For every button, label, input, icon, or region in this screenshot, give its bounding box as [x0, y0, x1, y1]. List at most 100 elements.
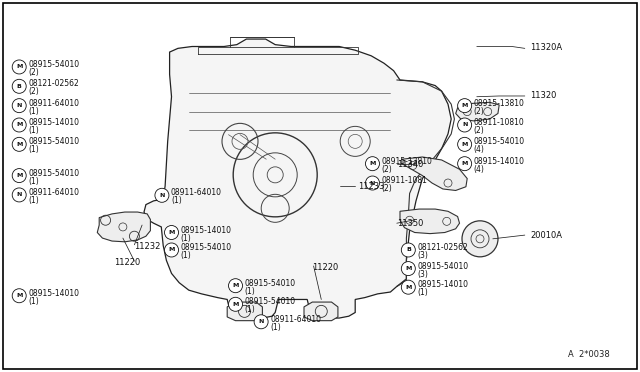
- Polygon shape: [144, 39, 451, 318]
- Text: 08911-1081: 08911-1081: [381, 176, 428, 185]
- Text: M: M: [16, 173, 22, 178]
- Circle shape: [155, 188, 169, 202]
- Circle shape: [458, 137, 472, 151]
- Text: (2): (2): [28, 68, 39, 77]
- Circle shape: [458, 157, 472, 171]
- Polygon shape: [400, 209, 460, 234]
- Text: (1): (1): [28, 177, 39, 186]
- Text: 08915-54010: 08915-54010: [28, 137, 79, 146]
- Text: N: N: [17, 103, 22, 108]
- Circle shape: [401, 262, 415, 276]
- Text: (1): (1): [180, 251, 191, 260]
- Text: N: N: [159, 193, 164, 198]
- Circle shape: [458, 99, 472, 113]
- Circle shape: [365, 157, 380, 171]
- Text: 08915-54010: 08915-54010: [244, 279, 296, 288]
- Text: N: N: [370, 180, 375, 186]
- Circle shape: [12, 60, 26, 74]
- Text: 08915-13810: 08915-13810: [381, 157, 433, 166]
- Text: (1): (1): [28, 145, 39, 154]
- Text: 11320A: 11320A: [530, 43, 562, 52]
- Circle shape: [164, 225, 179, 240]
- Text: 11320: 11320: [530, 92, 556, 100]
- Text: (3): (3): [417, 270, 428, 279]
- Text: (3): (3): [417, 251, 428, 260]
- Text: M: M: [232, 283, 239, 288]
- Polygon shape: [97, 212, 150, 242]
- Text: M: M: [16, 293, 22, 298]
- Circle shape: [401, 243, 415, 257]
- Circle shape: [254, 315, 268, 329]
- Text: A  2*0038: A 2*0038: [568, 350, 610, 359]
- Polygon shape: [304, 302, 338, 321]
- Text: 08915-54010: 08915-54010: [28, 169, 79, 177]
- Text: (2): (2): [474, 107, 484, 116]
- Text: N: N: [17, 192, 22, 198]
- Circle shape: [365, 176, 380, 190]
- Text: (1): (1): [171, 196, 182, 205]
- Text: 11233: 11233: [358, 182, 385, 191]
- Circle shape: [12, 137, 26, 151]
- Circle shape: [228, 297, 243, 311]
- Text: 08915-54010: 08915-54010: [28, 60, 79, 69]
- Text: (4): (4): [474, 165, 484, 174]
- Text: B: B: [17, 84, 22, 89]
- Text: 08911-64010: 08911-64010: [270, 315, 321, 324]
- Text: (1): (1): [244, 287, 255, 296]
- Text: M: M: [16, 142, 22, 147]
- Text: M: M: [168, 247, 175, 253]
- Text: (1): (1): [28, 126, 39, 135]
- Text: 08915-54010: 08915-54010: [417, 262, 468, 270]
- Text: N: N: [462, 122, 467, 128]
- Text: 11232: 11232: [134, 242, 161, 251]
- Text: 08121-02562: 08121-02562: [417, 243, 468, 252]
- Text: (1): (1): [270, 323, 281, 332]
- Text: (1): (1): [244, 305, 255, 314]
- Circle shape: [462, 221, 498, 257]
- Circle shape: [458, 118, 472, 132]
- Text: M: M: [405, 266, 412, 271]
- Text: (1): (1): [28, 297, 39, 306]
- Text: 08915-14010: 08915-14010: [417, 280, 468, 289]
- Polygon shape: [402, 157, 467, 190]
- Polygon shape: [227, 302, 262, 321]
- Text: (1): (1): [28, 107, 39, 116]
- Text: M: M: [461, 161, 468, 166]
- Text: (2): (2): [474, 126, 484, 135]
- Text: 08911-64010: 08911-64010: [171, 188, 222, 197]
- Text: 11340: 11340: [397, 160, 423, 169]
- Circle shape: [228, 279, 243, 293]
- Text: 08915-54010: 08915-54010: [244, 297, 296, 306]
- Circle shape: [12, 169, 26, 183]
- Circle shape: [12, 289, 26, 303]
- Text: 08915-54010: 08915-54010: [474, 137, 525, 146]
- Circle shape: [12, 79, 26, 93]
- Circle shape: [12, 118, 26, 132]
- Text: (1): (1): [180, 234, 191, 243]
- Text: (1): (1): [28, 196, 39, 205]
- Text: 08915-14010: 08915-14010: [28, 289, 79, 298]
- Text: 11220: 11220: [114, 258, 140, 267]
- Text: M: M: [16, 64, 22, 70]
- Text: M: M: [16, 122, 22, 128]
- Text: 08121-02562: 08121-02562: [28, 79, 79, 88]
- Text: M: M: [405, 285, 412, 290]
- Text: (2): (2): [381, 165, 392, 174]
- Text: M: M: [369, 161, 376, 166]
- Text: M: M: [168, 230, 175, 235]
- Text: 08911-64010: 08911-64010: [28, 99, 79, 108]
- Text: 20010A: 20010A: [530, 231, 562, 240]
- Text: N: N: [259, 319, 264, 324]
- Circle shape: [164, 243, 179, 257]
- Text: (2): (2): [28, 87, 39, 96]
- Text: 08915-13810: 08915-13810: [474, 99, 525, 108]
- Text: 08911-64010: 08911-64010: [28, 188, 79, 197]
- Circle shape: [12, 188, 26, 202]
- Text: M: M: [461, 103, 468, 108]
- Text: 11350: 11350: [397, 219, 423, 228]
- Text: 11220: 11220: [312, 263, 339, 272]
- Circle shape: [401, 280, 415, 294]
- Text: M: M: [232, 302, 239, 307]
- Text: B: B: [406, 247, 411, 253]
- Text: 08915-14010: 08915-14010: [28, 118, 79, 127]
